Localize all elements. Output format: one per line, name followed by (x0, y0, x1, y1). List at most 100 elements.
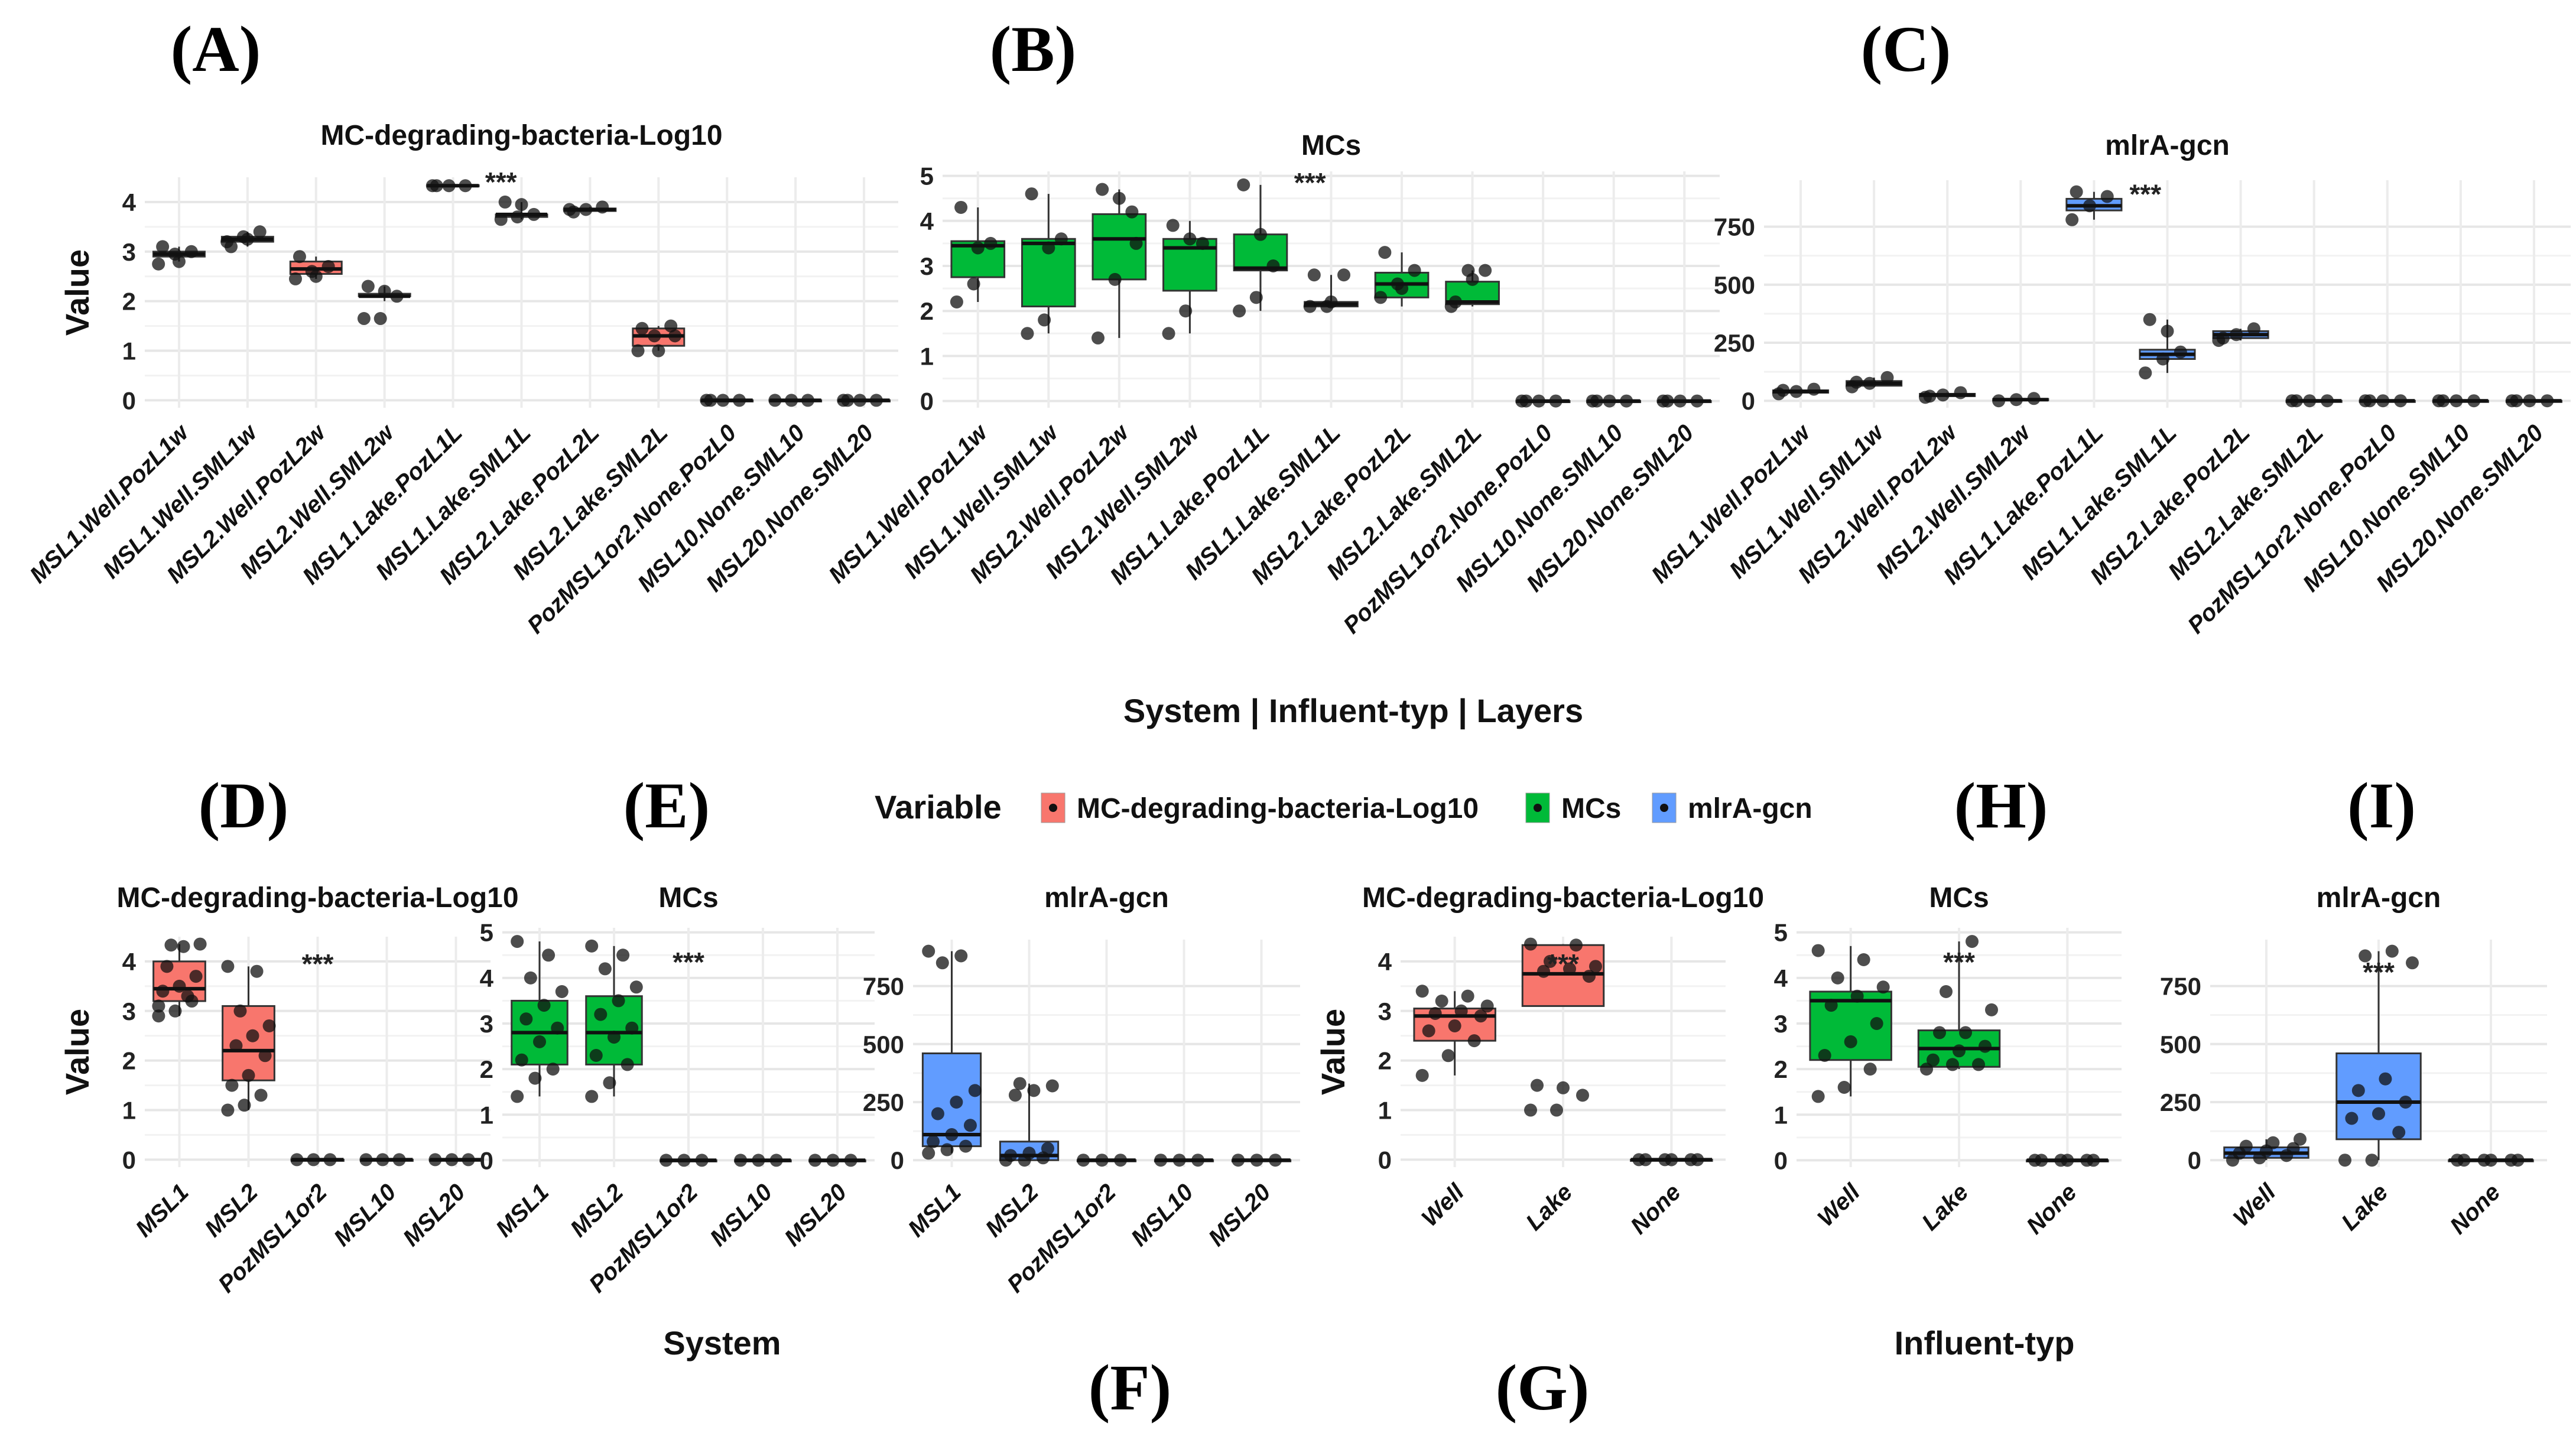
data-point (1479, 264, 1492, 277)
data-point (1480, 999, 1494, 1013)
data-point (1870, 1017, 1883, 1030)
x-tick-label: MSL1 (903, 1179, 966, 1242)
data-point (1337, 268, 1351, 282)
data-point (598, 962, 612, 976)
data-point (1857, 953, 1870, 966)
y-tick-label: 2 (480, 1055, 493, 1083)
data-point (1824, 999, 1838, 1012)
data-point (2174, 345, 2187, 359)
data-point (2286, 1142, 2300, 1155)
data-point (1237, 178, 1250, 191)
data-point (524, 971, 537, 985)
data-point (2009, 393, 2023, 407)
y-tick-label: 1 (1774, 1101, 1788, 1129)
data-point (2161, 324, 2174, 338)
data-point (1162, 327, 1175, 340)
data-point (1114, 1154, 1128, 1167)
x-tick-label: MSL2 (566, 1179, 629, 1242)
y-tick-label: 1 (1378, 1097, 1392, 1125)
data-point (2216, 332, 2230, 345)
data-point (1985, 1003, 1998, 1016)
data-point (1549, 394, 1563, 408)
data-point (968, 1084, 982, 1097)
data-point (289, 272, 302, 285)
y-tick-label: 2 (1774, 1055, 1788, 1083)
data-point (1129, 236, 1143, 250)
data-point (445, 1153, 459, 1167)
data-point (1466, 272, 1479, 286)
data-point (309, 269, 323, 283)
panel-label-h: (H) (1954, 769, 2048, 842)
data-point (1266, 259, 1280, 272)
data-point (869, 394, 883, 407)
y-tick-label: 250 (863, 1089, 904, 1116)
data-point (1959, 1026, 1972, 1039)
data-point (1690, 394, 1704, 408)
data-point (971, 241, 985, 255)
data-point (1544, 954, 1557, 968)
data-point (164, 938, 178, 952)
data-point (189, 970, 203, 983)
data-point (1850, 375, 1863, 389)
data-point (290, 1153, 304, 1167)
data-point (173, 979, 186, 993)
data-point (221, 960, 235, 973)
data-point (156, 985, 170, 998)
y-tick-label: 2 (1378, 1047, 1392, 1075)
data-point (1303, 300, 1317, 313)
significance-marker: *** (1294, 167, 1326, 198)
significance-marker: *** (1547, 948, 1579, 979)
data-point (2083, 199, 2096, 213)
x-tick-label: Lake (2337, 1179, 2393, 1236)
data-point (585, 1090, 599, 1103)
data-point (1191, 1154, 1205, 1167)
x-axis-title-influent: Influent-typ (1895, 1324, 2075, 1362)
data-point (156, 240, 170, 254)
data-point (1042, 241, 1055, 255)
legend-label-mc-degrading: MC-degrading-bacteria-Log10 (1077, 793, 1479, 824)
data-point (1041, 1142, 1054, 1155)
data-point (608, 1031, 621, 1044)
y-tick-label: 0 (480, 1146, 493, 1174)
data-point (935, 956, 949, 970)
data-point (2143, 313, 2156, 326)
x-tick-label: Lake (1917, 1179, 1974, 1236)
data-point (752, 1154, 765, 1167)
data-point (515, 1053, 528, 1067)
data-point (1249, 291, 1263, 304)
data-point (768, 394, 782, 407)
panel-g: 0 1 2 3 4 MC-degrading-bacteria-Log10 Value Wel… (1314, 882, 1764, 1239)
data-point (616, 948, 630, 962)
data-point (1166, 219, 1180, 232)
data-point (984, 236, 998, 250)
data-point (221, 1103, 235, 1117)
data-point (1927, 1053, 1940, 1067)
data-point (963, 1119, 977, 1132)
data-point (2139, 366, 2152, 380)
significance-marker: *** (673, 947, 704, 977)
x-tick-label: Well (1417, 1179, 1469, 1232)
data-point (579, 203, 593, 216)
data-point (2437, 394, 2450, 408)
data-point (1232, 1154, 1245, 1167)
data-point (323, 1153, 337, 1167)
data-point (1776, 384, 1790, 397)
data-point (1674, 394, 1687, 408)
panel-title: MCs (1929, 882, 1989, 914)
data-point (1837, 1081, 1851, 1094)
data-point (954, 949, 968, 963)
panel-label-b: (B) (990, 13, 1077, 85)
data-point (1789, 385, 1803, 398)
legend-swatch-dot (1049, 804, 1057, 812)
data-point (1936, 388, 1950, 402)
data-point (177, 940, 190, 953)
y-tick-label: 3 (1774, 1010, 1788, 1038)
data-point (931, 1107, 944, 1120)
data-point (1946, 1058, 1959, 1071)
data-point (172, 255, 186, 268)
data-point (1395, 282, 1409, 295)
data-point (511, 935, 524, 948)
data-point (621, 1058, 634, 1071)
legend-swatch-dot (1534, 804, 1542, 812)
